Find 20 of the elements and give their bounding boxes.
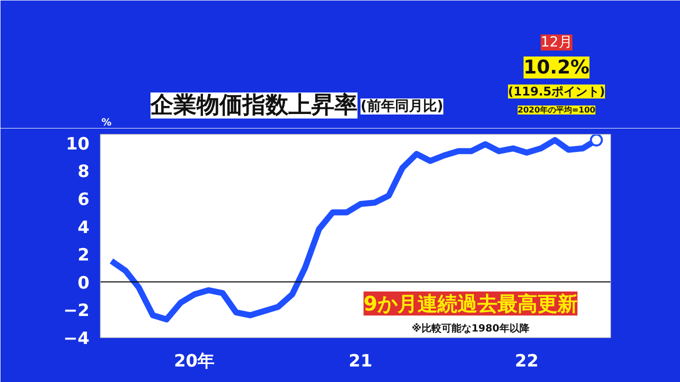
y-axis-title: % — [102, 118, 112, 128]
y-tick-label: 2 — [78, 246, 90, 266]
y-tick-label: −2 — [63, 301, 90, 322]
chart-title: 企業物価指数上昇率 — [150, 92, 358, 118]
chart-subtitle: (前年同月比) — [360, 98, 444, 114]
annotation: 9か月連続過去最高更新 — [364, 292, 578, 316]
text: 10.2% — [524, 56, 590, 78]
y-tick-label: 8 — [78, 162, 90, 182]
text: (119.5ポイント) — [508, 84, 605, 98]
y-tick-label: 4 — [78, 218, 90, 238]
annotation: ※比較可能な1980年以降 — [412, 322, 530, 334]
y-tick-label: 10 — [66, 134, 90, 154]
x-tick-label: 21 — [348, 352, 372, 372]
text: 12月 — [540, 34, 572, 50]
y-tick-label: 0 — [78, 273, 90, 294]
text: 2020年の平均=100 — [518, 106, 596, 114]
y-tick-label: 6 — [78, 190, 90, 210]
y-tick-label: −4 — [63, 329, 90, 349]
x-tick-label: 22 — [514, 352, 539, 372]
x-tick-label: 20年 — [174, 352, 215, 372]
